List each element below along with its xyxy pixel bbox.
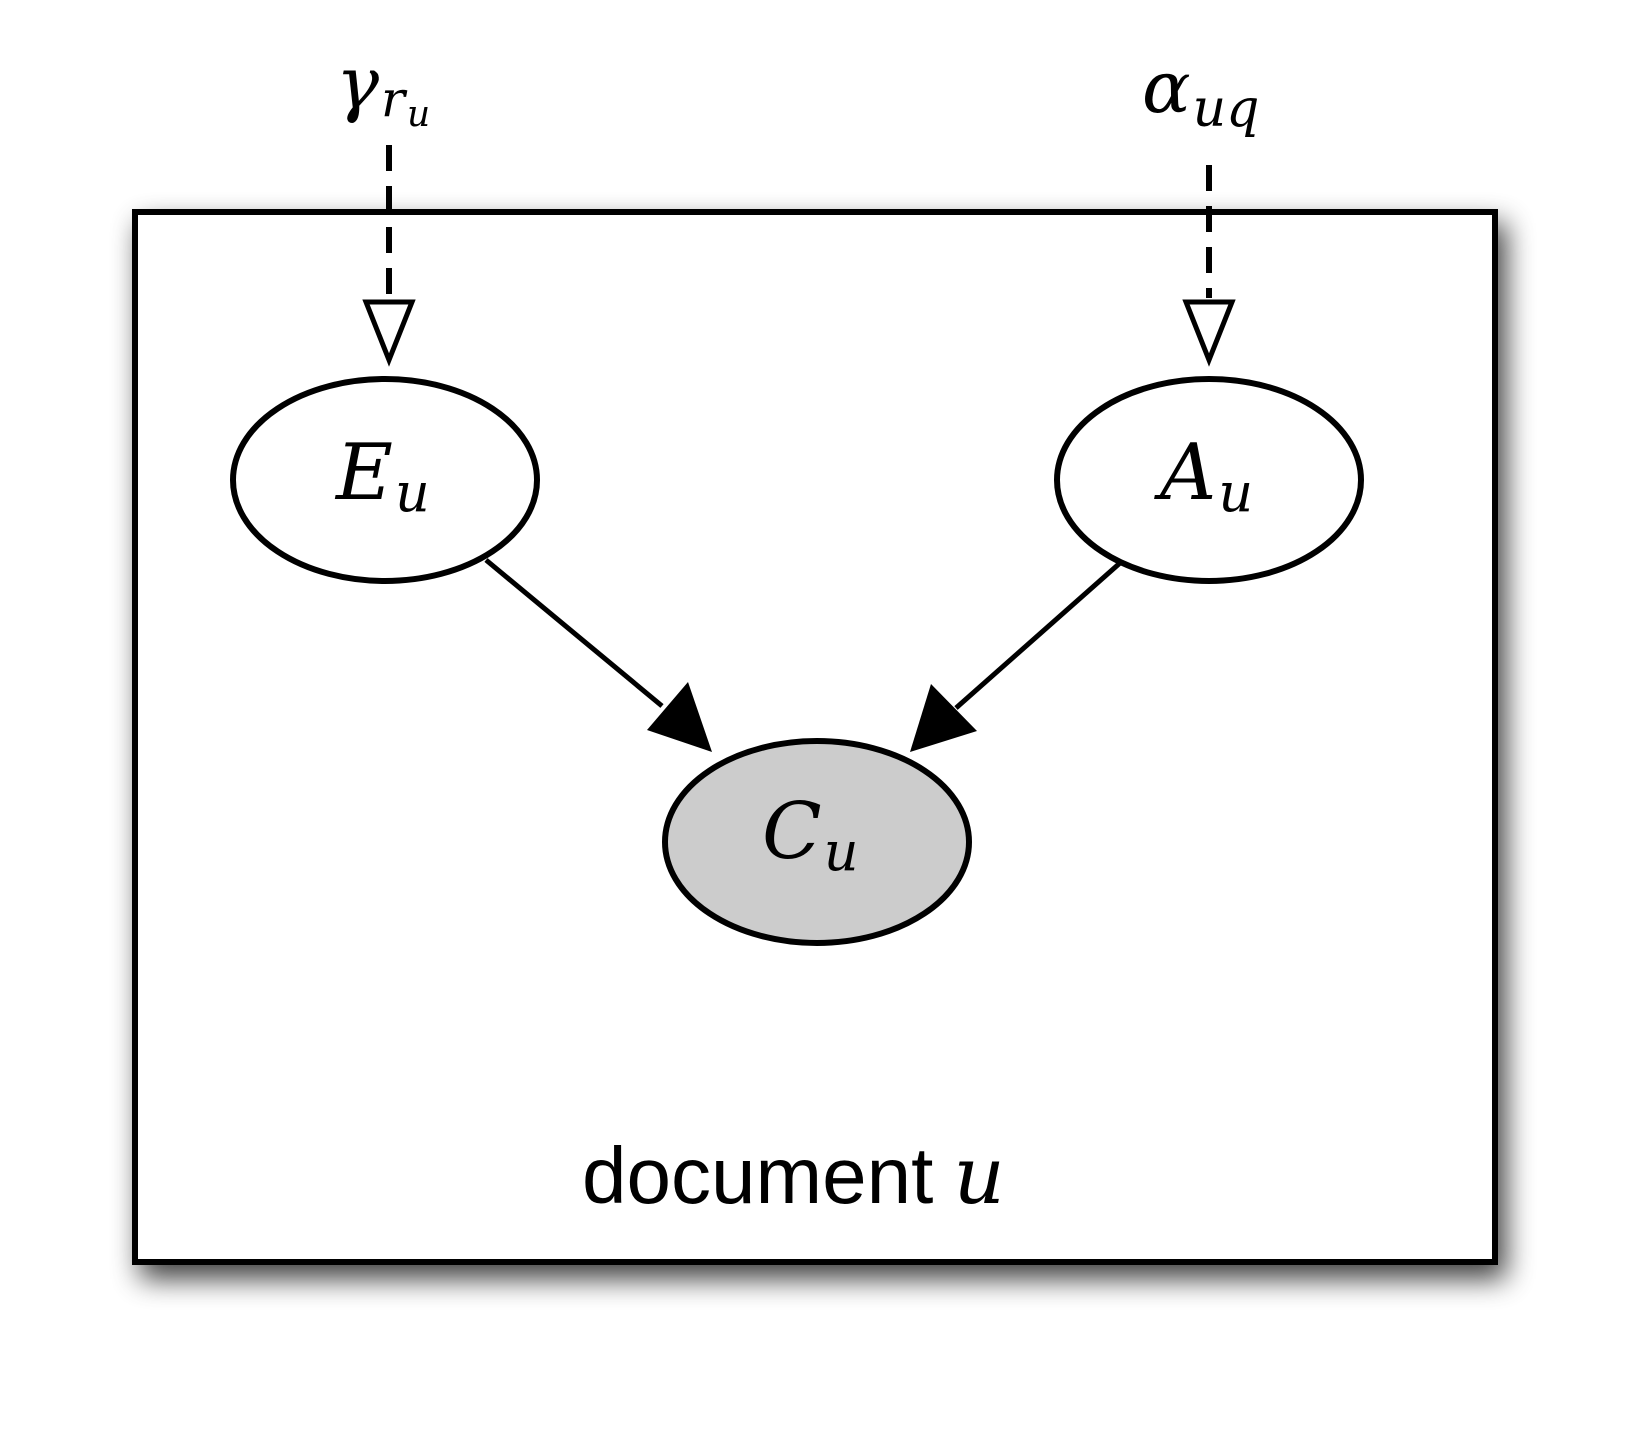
node-c-observed: Cu	[662, 738, 972, 946]
plate-label: document u	[582, 1129, 1005, 1222]
node-a-subscript: u	[1218, 461, 1253, 524]
plate-label-variable: u	[953, 1129, 1005, 1222]
gamma-parameter-label: γru	[336, 41, 430, 135]
node-a: Au	[1054, 376, 1364, 584]
alpha-subscript: uq	[1193, 79, 1260, 139]
alpha-dashed-arrow	[1182, 165, 1236, 367]
gamma-dashed-arrow	[362, 145, 416, 367]
svg-text:Cu: Cu	[762, 787, 858, 883]
edge-e-to-c	[484, 558, 712, 752]
edge-a-to-c	[910, 561, 1122, 752]
gamma-subscript: r	[381, 70, 408, 128]
node-c-subscript: u	[824, 820, 859, 883]
document-plate	[132, 209, 1498, 1265]
svg-text:Au: Au	[1154, 428, 1253, 524]
plate-label-text: document	[582, 1131, 933, 1220]
node-a-symbol: A	[1154, 428, 1216, 518]
alpha-parameter-label: αuq	[1142, 45, 1259, 139]
gamma-symbol: γ	[336, 41, 380, 125]
node-e-subscript: u	[395, 461, 430, 524]
node-e: Eu	[230, 376, 540, 584]
gamma-sub-subscript: u	[407, 94, 430, 135]
node-c-symbol: C	[762, 787, 822, 877]
alpha-symbol: α	[1142, 45, 1191, 129]
svg-text:Eu: Eu	[334, 428, 430, 524]
node-e-symbol: E	[334, 428, 393, 518]
